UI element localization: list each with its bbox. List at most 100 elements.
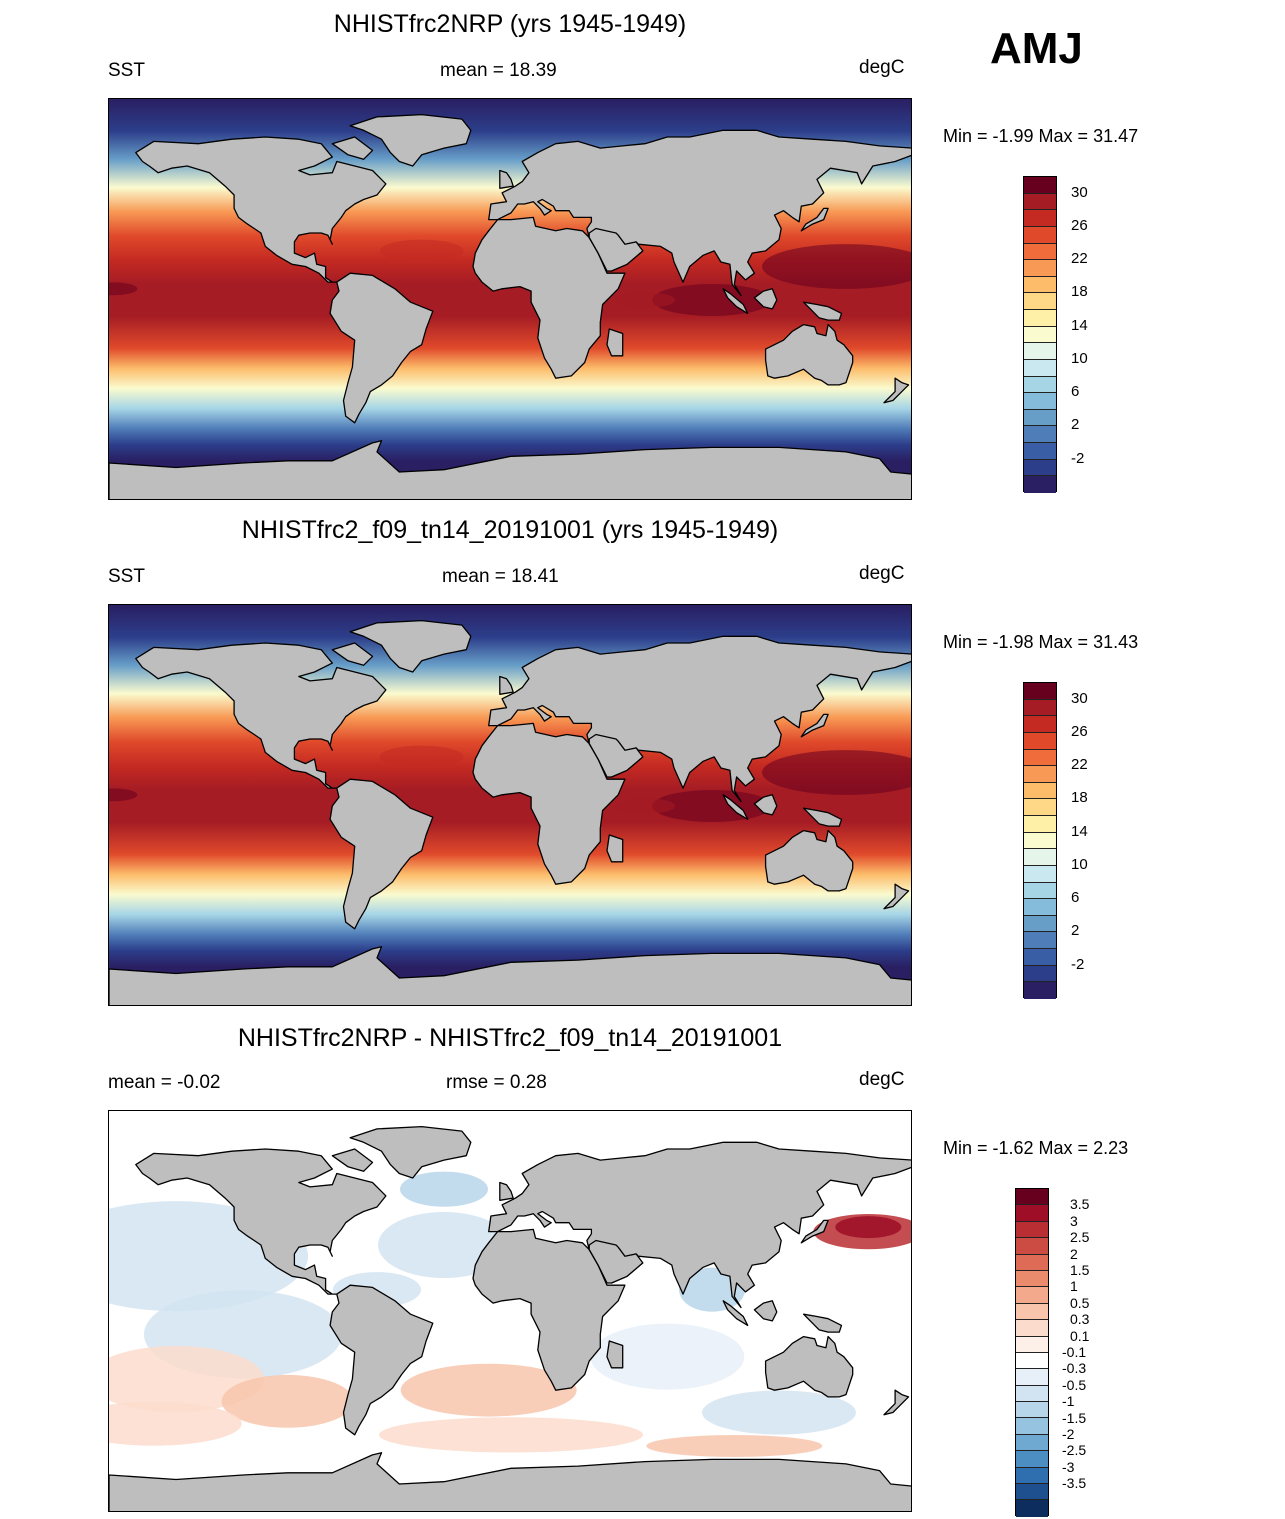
colorbar-swatch [1016, 1238, 1048, 1255]
panel-1-title: NHISTfrc2NRP (yrs 1945-1949) [333, 10, 687, 38]
panel-3-diff-map [108, 1110, 912, 1512]
anomaly-region [109, 1401, 242, 1446]
new-zealand-land [883, 377, 910, 404]
colorbar-swatch [1016, 1484, 1048, 1501]
greenland-land [349, 619, 472, 673]
panel-1-mean-label: mean = 18.39 [440, 60, 557, 81]
colorbar-swatch [1024, 260, 1056, 277]
anomaly-region [221, 1374, 354, 1428]
south-america-land [329, 1284, 434, 1436]
colorbar-swatch [1024, 716, 1056, 733]
panel-2-variable-label: SST [108, 566, 145, 587]
colorbar-swatch [1016, 1320, 1048, 1337]
sumatra-land [722, 288, 749, 315]
north-america-land [135, 642, 387, 789]
colorbar-swatch [1024, 915, 1056, 933]
panel-2-title: NHISTfrc2_f09_tn14_20191001 (yrs 1945-19… [241, 516, 779, 544]
anomaly-region [400, 1171, 488, 1207]
colorbar-swatch [1016, 1467, 1048, 1485]
colorbar-tick-label: 2 [1071, 416, 1080, 434]
warm-pool [762, 244, 911, 289]
colorbar-swatch [1016, 1287, 1048, 1304]
colorbar-swatch [1024, 226, 1056, 244]
colorbar-swatch [1024, 782, 1056, 800]
australia-land [764, 1335, 854, 1398]
colorbar-swatch [1024, 443, 1056, 460]
colorbar-tick-label: 14 [1071, 822, 1088, 840]
africa-land [472, 722, 626, 885]
colorbar-swatch [1024, 409, 1056, 427]
panel-2-sst-map [108, 604, 912, 1006]
colorbar-swatch [1024, 376, 1056, 394]
colorbar-swatch [1024, 982, 1056, 999]
colorbar-swatch [1016, 1189, 1048, 1206]
panel-1-units-label: degC [859, 57, 905, 78]
colorbar-tick-label: 6 [1071, 383, 1080, 401]
borneo-land [753, 794, 778, 816]
baffin-island-land [331, 642, 374, 666]
warm-pool [109, 788, 138, 802]
sumatra-land [722, 1300, 749, 1327]
colorbar-swatch [1016, 1221, 1048, 1239]
greenland-land [349, 1125, 472, 1179]
colorbar-swatch [1024, 849, 1056, 866]
north-america-land [135, 136, 387, 283]
colorbar-swatch [1016, 1385, 1048, 1403]
colorbar-swatch [1024, 393, 1056, 410]
warm-pool [615, 798, 675, 814]
madagascar-land [606, 834, 624, 863]
panel-3-minmax: Min = -1.62 Max = 2.23 [943, 1138, 1129, 1158]
panel-1-sst-map [108, 98, 912, 500]
colorbar-swatch [1024, 766, 1056, 783]
colorbar-tick-label: -2 [1071, 955, 1085, 973]
arabia-land [588, 733, 644, 778]
madagascar-land [606, 1340, 624, 1369]
warm-pool [379, 239, 464, 263]
colorbar-swatch [1024, 276, 1056, 294]
colorbar-swatch [1016, 1418, 1048, 1435]
colorbar-tick-label: -1 [1062, 1393, 1075, 1410]
colorbar-swatch [1024, 359, 1056, 377]
australia-land [764, 323, 854, 386]
colorbar-swatch [1024, 816, 1056, 833]
colorbar-tick-label: -3 [1062, 1458, 1075, 1475]
anomaly-region [702, 1390, 856, 1435]
colorbar-tick-label: -2 [1062, 1426, 1075, 1442]
colorbar-swatch [1016, 1336, 1048, 1353]
colorbar-tick-label: 10 [1071, 349, 1088, 367]
colorbar-tick-label: 3.5 [1070, 1196, 1090, 1213]
colorbar-tick-label: 18 [1071, 789, 1088, 807]
australia-land [764, 829, 854, 892]
colorbar-tick-label: 30 [1071, 183, 1088, 201]
antarctica-land [109, 946, 911, 1005]
new-guinea-land [802, 301, 843, 321]
panel-3-title: NHISTfrc2NRP - NHISTfrc2_f09_tn14_201910… [237, 1024, 783, 1052]
colorbar-tick-label: -1.5 [1062, 1409, 1087, 1426]
colorbar-tick-label: 30 [1071, 689, 1088, 707]
colorbar-tick-label: 22 [1071, 250, 1088, 268]
colorbar-swatch [1024, 832, 1056, 850]
colorbar-swatch [1024, 865, 1056, 883]
warm-pool [379, 745, 464, 769]
antarctica-land [109, 440, 911, 499]
colorbar-swatch [1024, 459, 1056, 477]
colorbar-tick-label: 18 [1071, 283, 1088, 301]
colorbar-tick-label: 2 [1070, 1245, 1078, 1262]
colorbar-tick-label: 2 [1071, 922, 1080, 940]
colorbar-tick-label: -0.1 [1062, 1344, 1087, 1360]
arabia-land [588, 227, 644, 272]
colorbar-tick-label: 26 [1071, 722, 1088, 740]
colorbar-tick-label: -0.5 [1062, 1376, 1087, 1393]
new-guinea-land [802, 1313, 843, 1333]
colorbar-swatch [1016, 1205, 1048, 1222]
colorbar-swatch [1016, 1451, 1048, 1468]
panel-1-colorbar [1023, 176, 1057, 493]
colorbar-tick-label: 6 [1071, 889, 1080, 907]
colorbar-swatch [1024, 326, 1056, 344]
warm-pool [109, 282, 138, 296]
colorbar-swatch [1024, 310, 1056, 327]
baffin-island-land [331, 1148, 374, 1172]
colorbar-swatch [1016, 1352, 1048, 1370]
panel-1-minmax: Min = -1.99 Max = 31.47 [943, 126, 1139, 146]
colorbar-tick-label: 0.5 [1070, 1294, 1090, 1311]
